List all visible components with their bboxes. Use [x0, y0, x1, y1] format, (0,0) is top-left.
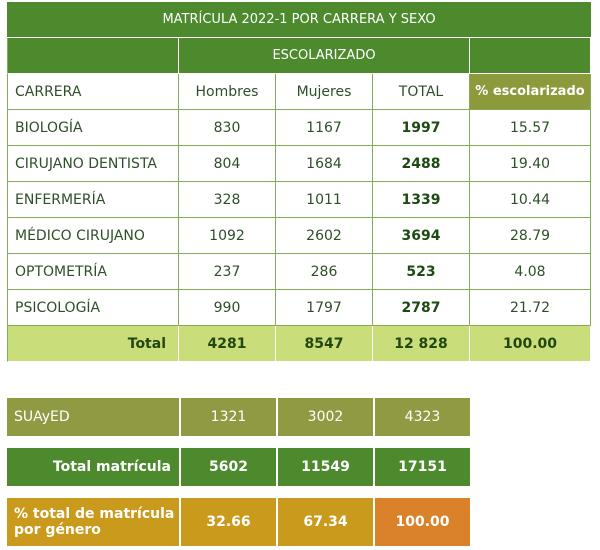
mujeres-cell: 1011 — [276, 182, 373, 218]
mujeres-cell: 2602 — [276, 218, 373, 254]
table-title: MATRÍCULA 2022-1 POR CARRERA Y SEXO — [7, 2, 591, 37]
total-label: Total — [7, 326, 179, 362]
suayed-label: SUAyED — [7, 398, 179, 436]
header-escolarizado: ESCOLARIZADO — [179, 38, 470, 74]
pct-cell: 28.79 — [470, 218, 591, 254]
column-header-total: TOTAL — [373, 74, 470, 110]
total-pct: 100.00 — [470, 326, 591, 362]
hombres-cell: 1092 — [179, 218, 276, 254]
header-blank-left — [7, 38, 179, 74]
hombres-cell: 804 — [179, 146, 276, 182]
pct-cell: 21.72 — [470, 290, 591, 326]
total-matricula-total: 17151 — [373, 448, 470, 486]
pct-cell: 4.08 — [470, 254, 591, 290]
enrollment-table: ESCOLARIZADO CARRERA Hombres Mujeres TOT… — [7, 38, 591, 362]
total-cell: 523 — [373, 254, 470, 290]
column-header-carrera: CARRERA — [7, 74, 179, 110]
table-row: PSICOLOGÍA 990 1797 2787 21.72 — [7, 290, 591, 326]
carrera-cell: MÉDICO CIRUJANO — [7, 218, 179, 254]
total-mujeres: 8547 — [276, 326, 373, 362]
total-cell: 2488 — [373, 146, 470, 182]
total-hombres: 4281 — [179, 326, 276, 362]
pct-cell: 15.57 — [470, 110, 591, 146]
table-row: ENFERMERÍA 328 1011 1339 10.44 — [7, 182, 591, 218]
table-row: BIOLOGÍA 830 1167 1997 15.57 — [7, 110, 591, 146]
total-cell: 2787 — [373, 290, 470, 326]
total-matricula-label: Total matrícula — [7, 448, 179, 486]
mujeres-cell: 1797 — [276, 290, 373, 326]
total-total: 12 828 — [373, 326, 470, 362]
carrera-cell: CIRUJANO DENTISTA — [7, 146, 179, 182]
suayed-mujeres: 3002 — [276, 398, 373, 436]
mujeres-cell: 1684 — [276, 146, 373, 182]
pct-genero-label-line2: por género — [14, 522, 101, 538]
total-cell: 3694 — [373, 218, 470, 254]
mujeres-cell: 1167 — [276, 110, 373, 146]
pct-genero-row: % total de matrícula por género 32.66 67… — [7, 498, 471, 546]
carrera-cell: OPTOMETRÍA — [7, 254, 179, 290]
carrera-cell: ENFERMERÍA — [7, 182, 179, 218]
header-group-row: ESCOLARIZADO — [7, 38, 591, 74]
total-row: Total 4281 8547 12 828 100.00 — [7, 326, 591, 362]
suayed-total: 4323 — [373, 398, 470, 436]
hombres-cell: 830 — [179, 110, 276, 146]
column-header-pct: % escolarizado — [470, 74, 591, 110]
pct-genero-label-line1: % total de matrícula — [14, 506, 175, 522]
table-row: MÉDICO CIRUJANO 1092 2602 3694 28.79 — [7, 218, 591, 254]
total-matricula-hombres: 5602 — [179, 448, 276, 486]
total-cell: 1997 — [373, 110, 470, 146]
pct-cell: 19.40 — [470, 146, 591, 182]
total-cell: 1339 — [373, 182, 470, 218]
hombres-cell: 328 — [179, 182, 276, 218]
pct-genero-mujeres: 67.34 — [276, 498, 373, 546]
column-header-row: CARRERA Hombres Mujeres TOTAL % escolari… — [7, 74, 591, 110]
column-header-hombres: Hombres — [179, 74, 276, 110]
column-header-mujeres: Mujeres — [276, 74, 373, 110]
total-matricula-row: Total matrícula 5602 11549 17151 — [7, 448, 471, 486]
carrera-cell: PSICOLOGÍA — [7, 290, 179, 326]
pct-cell: 10.44 — [470, 182, 591, 218]
pct-genero-hombres: 32.66 — [179, 498, 276, 546]
table-row: OPTOMETRÍA 237 286 523 4.08 — [7, 254, 591, 290]
suayed-hombres: 1321 — [179, 398, 276, 436]
pct-genero-total: 100.00 — [373, 498, 470, 546]
table-row: CIRUJANO DENTISTA 804 1684 2488 19.40 — [7, 146, 591, 182]
mujeres-cell: 286 — [276, 254, 373, 290]
carrera-cell: BIOLOGÍA — [7, 110, 179, 146]
header-blank-right — [470, 38, 591, 74]
total-matricula-mujeres: 11549 — [276, 448, 373, 486]
suayed-row: SUAyED 1321 3002 4323 — [7, 398, 471, 436]
pct-genero-label: % total de matrícula por género — [7, 498, 179, 546]
hombres-cell: 237 — [179, 254, 276, 290]
hombres-cell: 990 — [179, 290, 276, 326]
